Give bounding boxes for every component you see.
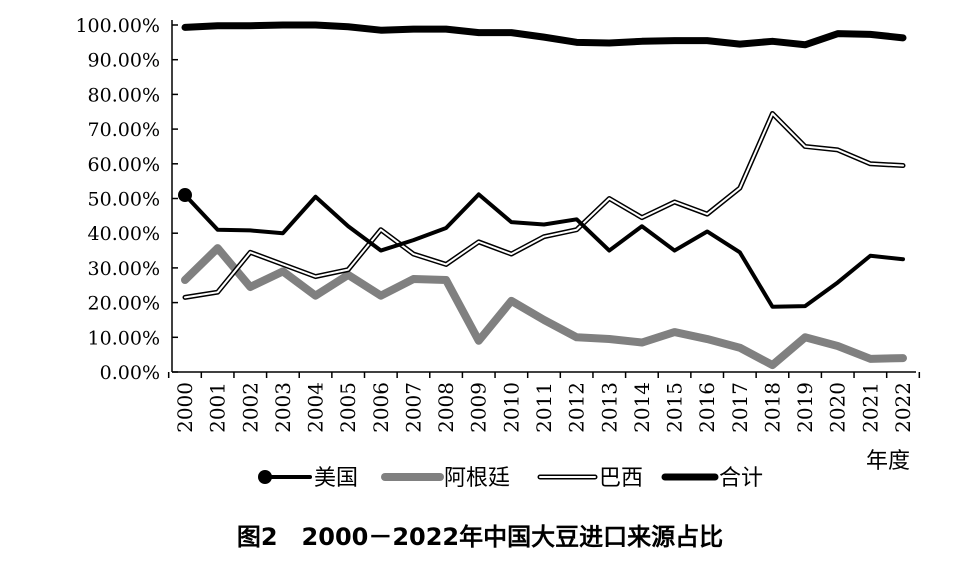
legend: 美国 阿根廷 巴西 合计	[258, 466, 763, 491]
legend-item-巴西: 巴西	[537, 466, 643, 491]
series-layer	[178, 21, 907, 370]
x-axis-title: 年度	[866, 449, 910, 474]
y-tick-label: 100.00%	[75, 15, 160, 37]
x-tick-label: 2020	[826, 382, 850, 433]
y-tick-label: 40.00%	[88, 223, 160, 245]
y-tick-label: 50.00%	[88, 189, 160, 211]
x-tick-label: 2017	[728, 382, 752, 433]
x-tick-label: 2004	[304, 382, 328, 433]
series-美国	[178, 188, 905, 309]
legend-label: 阿根廷	[444, 466, 510, 491]
x-tick-label: 2022	[891, 382, 915, 433]
x-tick-label: 2015	[663, 382, 687, 433]
legend-item-阿根廷: 阿根廷	[381, 466, 510, 491]
x-tick-label: 2006	[369, 382, 393, 433]
x-tick-label: 2000	[173, 382, 197, 433]
legend-item-合计: 合计	[661, 466, 763, 491]
series-line	[181, 21, 907, 49]
y-tick-label: 10.00%	[88, 327, 160, 349]
chart-title: 图2 2000－2022年中国大豆进口来源占比	[237, 523, 723, 551]
y-tick-label: 20.00%	[88, 293, 160, 315]
series-合计	[181, 21, 907, 49]
x-tick-label: 2019	[793, 382, 817, 433]
y-tick-label: 30.00%	[88, 258, 160, 280]
x-tick-label: 2010	[499, 382, 523, 433]
y-tick-label: 70.00%	[88, 119, 160, 141]
x-tick-label: 2011	[532, 382, 556, 433]
x-tick-label: 2002	[238, 382, 262, 433]
x-tick-label: 2009	[467, 382, 491, 433]
x-tick-label: 2021	[858, 382, 882, 433]
legend-marker	[258, 470, 272, 484]
x-tick-label: 2003	[271, 382, 295, 433]
series-line	[184, 112, 904, 299]
y-tick-label: 60.00%	[88, 154, 160, 176]
y-tick-label: 80.00%	[88, 84, 160, 106]
y-tick-label: 90.00%	[88, 50, 160, 72]
legend-label: 合计	[719, 466, 763, 491]
series-line	[181, 244, 907, 370]
x-tick-label: 2013	[597, 382, 621, 433]
legend-label: 巴西	[599, 466, 643, 491]
legend-item-美国: 美国	[258, 466, 358, 491]
plot-area: 0.00% 10.00% 20.00% 30.00% 40.00% 50.00% 60.00…	[75, 15, 921, 433]
x-tick-label: 2012	[565, 382, 589, 433]
x-tick-label: 2014	[630, 382, 654, 433]
series-start-marker	[178, 188, 192, 203]
series-巴西	[182, 110, 906, 300]
x-tick-label: 2007	[401, 382, 425, 433]
legend-label: 美国	[314, 466, 358, 491]
y-axis-ticks: 0.00% 10.00% 20.00% 30.00% 40.00% 50.00% 60.00…	[75, 15, 178, 384]
series-line	[182, 110, 906, 300]
x-axis-ticks: 2000 2001 2002 2003 2004 2005 2006 2007 2008 2009…	[167, 372, 921, 433]
y-tick-label: 0.00%	[100, 362, 160, 384]
x-tick-label: 2001	[206, 382, 230, 433]
x-tick-label: 2005	[336, 382, 360, 433]
series-阿根廷	[181, 244, 907, 370]
series-line	[183, 192, 905, 309]
x-tick-label: 2018	[760, 382, 784, 433]
x-tick-label: 2008	[434, 382, 458, 433]
x-tick-label: 2016	[695, 382, 719, 433]
